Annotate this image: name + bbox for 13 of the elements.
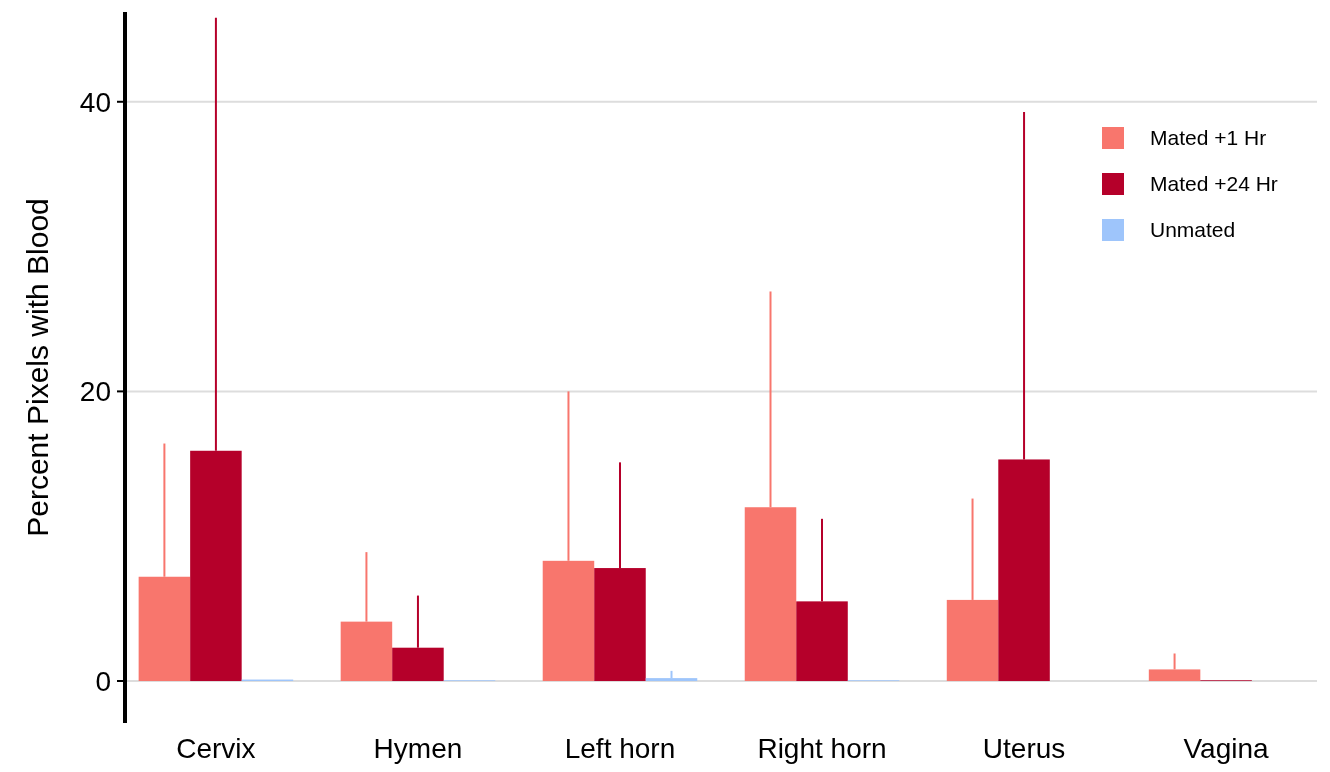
y-tick-label: 0 [95,665,111,697]
y-tick-label: 40 [79,86,111,118]
x-tick-label: Right horn [757,733,887,764]
x-tick-label: Left horn [564,733,676,764]
x-tick-label: Hymen [373,733,463,764]
legend-label: Unmated [1150,218,1236,242]
legend-label: Mated +1 Hr [1150,126,1267,150]
x-tick-label: Cervix [176,733,256,764]
y-tick-label: 20 [79,376,111,408]
y-axis-title: Percent Pixels with Blood [21,198,54,537]
x-tick-label: Uterus [982,733,1066,764]
x-tick-label: Vagina [1183,733,1270,764]
legend-label: Mated +24 Hr [1150,172,1278,196]
